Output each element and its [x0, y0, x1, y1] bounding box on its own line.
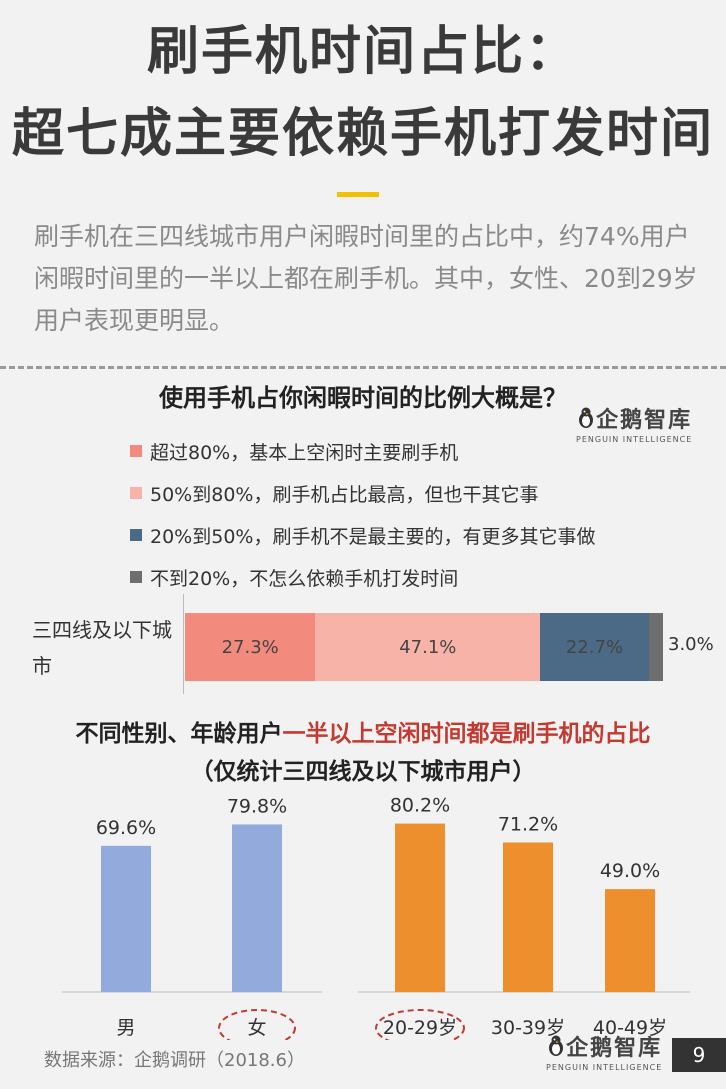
bar: [101, 845, 151, 992]
stacked-bar: 27.3% 47.1% 22.7%: [185, 613, 663, 681]
legend-swatch: [130, 487, 142, 499]
legend-label: 50%到80%，刷手机占比最高，但也干其它事: [150, 483, 539, 506]
segment-value-label: 47.1%: [399, 636, 457, 658]
bar-category-label: 40-49岁: [593, 1017, 667, 1039]
page-title-line1: 刷手机时间占比：: [146, 22, 579, 82]
logo-text: 企鹅智库: [566, 1036, 663, 1061]
bar-value-label: 71.2%: [498, 813, 558, 835]
stacked-segment: [648, 613, 663, 681]
penguin-icon: [549, 1035, 564, 1056]
data-source: 数据来源：企鹅调研（2018.6）: [44, 1050, 305, 1071]
highlight-circle: [375, 1009, 465, 1040]
legend-swatch: [130, 445, 142, 457]
bar-chart: 69.6% 男 79.8% 女 80.2% 20-29岁 71.2% 30-39岁 49.0% 4…: [62, 795, 690, 1040]
stacked-segment: 47.1%: [315, 613, 541, 681]
bar-chart-title-part1: 不同性别、年龄用户: [75, 721, 283, 747]
bar-category-label: 20-29岁: [383, 1017, 457, 1039]
page-title-line2: 超七成主要依赖手机打发时间: [11, 104, 714, 164]
legend-item: 20%到50%，刷手机不是最主要的，有更多其它事做: [130, 514, 595, 556]
segment-value-label: 22.7%: [565, 636, 624, 658]
legend-label: 不到20%，不怎么依赖手机打发时间: [150, 567, 459, 590]
legend-item: 超过80%，基本上空闲时主要刷手机: [130, 430, 595, 472]
bar: [395, 823, 445, 992]
bar-value-label: 69.6%: [96, 817, 156, 839]
bar-value-label: 49.0%: [600, 860, 660, 882]
bar-chart-title: 不同性别、年龄用户一半以上空闲时间都是刷手机的占比: [0, 714, 726, 748]
bar-chart-title-highlight: 一半以上空闲时间都是刷手机的占比: [282, 721, 651, 747]
page-number: 9: [672, 1038, 726, 1072]
highlight-circle: [218, 1009, 296, 1040]
stacked-axis-line: [183, 594, 184, 694]
stacked-chart-legend: 超过80%，基本上空闲时主要刷手机 50%到80%，刷手机占比最高，但也干其它事…: [130, 430, 595, 598]
stacked-chart-title: 使用手机占你闲暇时间的比例大概是？: [159, 384, 567, 412]
legend-item: 不到20%，不怎么依赖手机打发时间: [130, 556, 595, 598]
logo-subtext: PENGUIN INTELLIGENCE: [576, 435, 693, 444]
segment-label-outside: 3.0%: [668, 634, 714, 655]
bar: [232, 824, 282, 992]
segment-value-label: 27.3%: [221, 636, 279, 658]
bar-value-label: 79.8%: [227, 795, 287, 817]
legend-label: 超过80%，基本上空闲时主要刷手机: [150, 441, 459, 464]
bar-category-label: 30-39岁: [491, 1017, 565, 1039]
penguin-logo-bottom: 企鹅智库 PENGUIN INTELLIGENCE: [546, 1030, 662, 1072]
penguin-icon: [579, 407, 594, 428]
bar-chart-subtitle: （仅统计三四线及以下城市用户）: [190, 759, 536, 785]
bar: [605, 889, 655, 992]
legend-swatch: [130, 571, 142, 583]
bar-category-label: 男: [116, 1017, 135, 1039]
legend-label: 20%到50%，刷手机不是最主要的，有更多其它事做: [150, 525, 596, 548]
stacked-category-label: 三四线及以下城市: [32, 618, 172, 678]
dashed-divider: [0, 366, 726, 369]
stacked-segment: 27.3%: [185, 613, 316, 681]
legend-swatch: [130, 529, 142, 541]
logo-subtext: PENGUIN INTELLIGENCE: [546, 1063, 663, 1072]
bar-category-label: 女: [247, 1017, 266, 1039]
penguin-logo-top: 企鹅智库 PENGUIN INTELLIGENCE: [576, 402, 692, 444]
logo-text: 企鹅智库: [596, 408, 693, 433]
legend-item: 50%到80%，刷手机占比最高，但也干其它事: [130, 472, 595, 514]
intro-text: 刷手机在三四线城市用户闲暇时间里的占比中，约74%用户闲暇时间里的一半以上都在刷…: [34, 222, 698, 335]
bar-value-label: 80.2%: [390, 795, 450, 817]
bar: [503, 842, 553, 992]
stacked-segment: 22.7%: [540, 613, 649, 681]
title-accent-bar: [337, 192, 379, 197]
